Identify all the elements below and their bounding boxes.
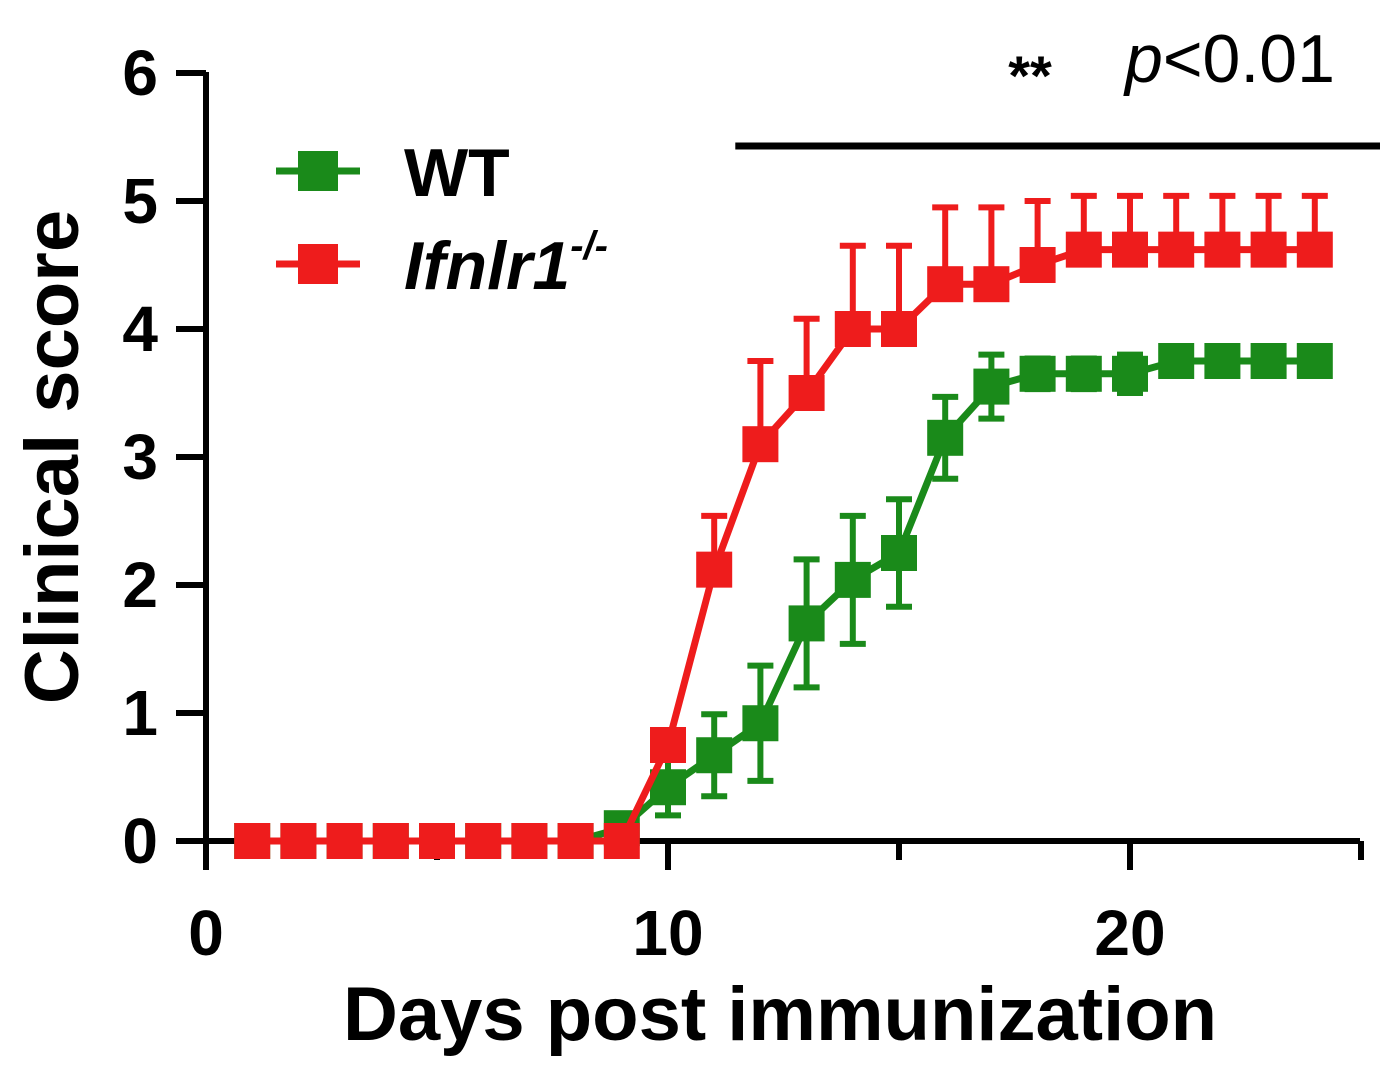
data-point: [1065, 231, 1102, 268]
data-point: [834, 311, 871, 347]
significance-stars: **: [1008, 44, 1052, 107]
y-axis-label: Clinical score: [10, 210, 95, 704]
x-tick-label: 20: [1094, 897, 1165, 969]
p-value-prefix: p: [1123, 21, 1163, 97]
series-line: [252, 246, 1315, 845]
data-point: [372, 823, 409, 859]
data-point: [1250, 231, 1287, 268]
legend-label-ifnlr1-main: Ifnlr1: [404, 228, 570, 304]
axes: [203, 72, 1360, 844]
data-point: [465, 823, 502, 859]
y-tick-label: 1: [122, 677, 158, 749]
data-point: [742, 426, 779, 463]
data-point: [1019, 247, 1056, 283]
data-point: [603, 823, 640, 859]
legend-label-wt: WT: [404, 135, 510, 211]
x-axis-label: Days post immunization: [343, 972, 1217, 1057]
data-point: [881, 311, 917, 347]
significance-annotation: ** p<0.01: [735, 21, 1380, 150]
y-tick-label: 2: [122, 549, 158, 621]
data-point: [927, 419, 964, 456]
legend-entry-ifnlr1[interactable]: Ifnlr1-/-: [276, 224, 608, 304]
data-point: [696, 551, 733, 588]
y-tick-label: 4: [122, 293, 158, 365]
data-point: [1296, 343, 1333, 379]
data-point: [650, 727, 686, 763]
y-tick-label: 0: [122, 805, 158, 877]
data-point: [788, 375, 825, 411]
data-point: [1204, 231, 1241, 268]
series-ifnlr1: [234, 192, 1333, 859]
legend-marker-ifnlr1: [298, 244, 338, 284]
p-value-label: p<0.01: [1123, 21, 1335, 97]
x-ticks: 0 10 20: [188, 841, 1364, 969]
data-point: [1112, 231, 1148, 268]
x-tick-label: 10: [632, 897, 703, 969]
data-point: [1158, 343, 1195, 379]
data-point: [1158, 231, 1195, 268]
data-point: [1112, 355, 1148, 392]
y-ticks: 0 1 2 3 4 5 6: [122, 37, 206, 877]
p-value-number: <0.01: [1163, 21, 1335, 97]
y-tick-label: 3: [122, 421, 158, 493]
series-line: [252, 357, 1315, 845]
y-tick-label: 6: [122, 37, 158, 109]
series-layer: [234, 192, 1333, 859]
data-point: [788, 605, 825, 642]
data-point: [511, 823, 548, 859]
data-point: [696, 737, 733, 774]
data-point: [973, 368, 1010, 405]
x-tick-label: 0: [188, 897, 224, 969]
data-point: [1296, 231, 1333, 268]
data-point: [927, 266, 964, 303]
data-point: [1204, 343, 1241, 379]
data-point: [742, 705, 779, 742]
data-point: [234, 823, 271, 859]
data-point: [1065, 355, 1102, 392]
data-point: [834, 561, 871, 598]
data-point: [557, 823, 594, 859]
data-point: [326, 823, 363, 859]
legend-entry-wt[interactable]: WT: [276, 135, 510, 211]
data-point: [973, 266, 1010, 303]
data-point: [881, 535, 917, 571]
legend-label-ifnlr1: Ifnlr1-/-: [404, 224, 608, 304]
legend-marker-wt: [298, 151, 338, 191]
data-point: [419, 823, 455, 859]
y-tick-label: 5: [122, 165, 158, 237]
data-point: [1250, 343, 1287, 379]
legend-label-ifnlr1-superscript: -/-: [570, 224, 608, 268]
legend: WT Ifnlr1-/-: [276, 135, 608, 304]
data-point: [1019, 355, 1056, 392]
data-point: [280, 823, 317, 859]
